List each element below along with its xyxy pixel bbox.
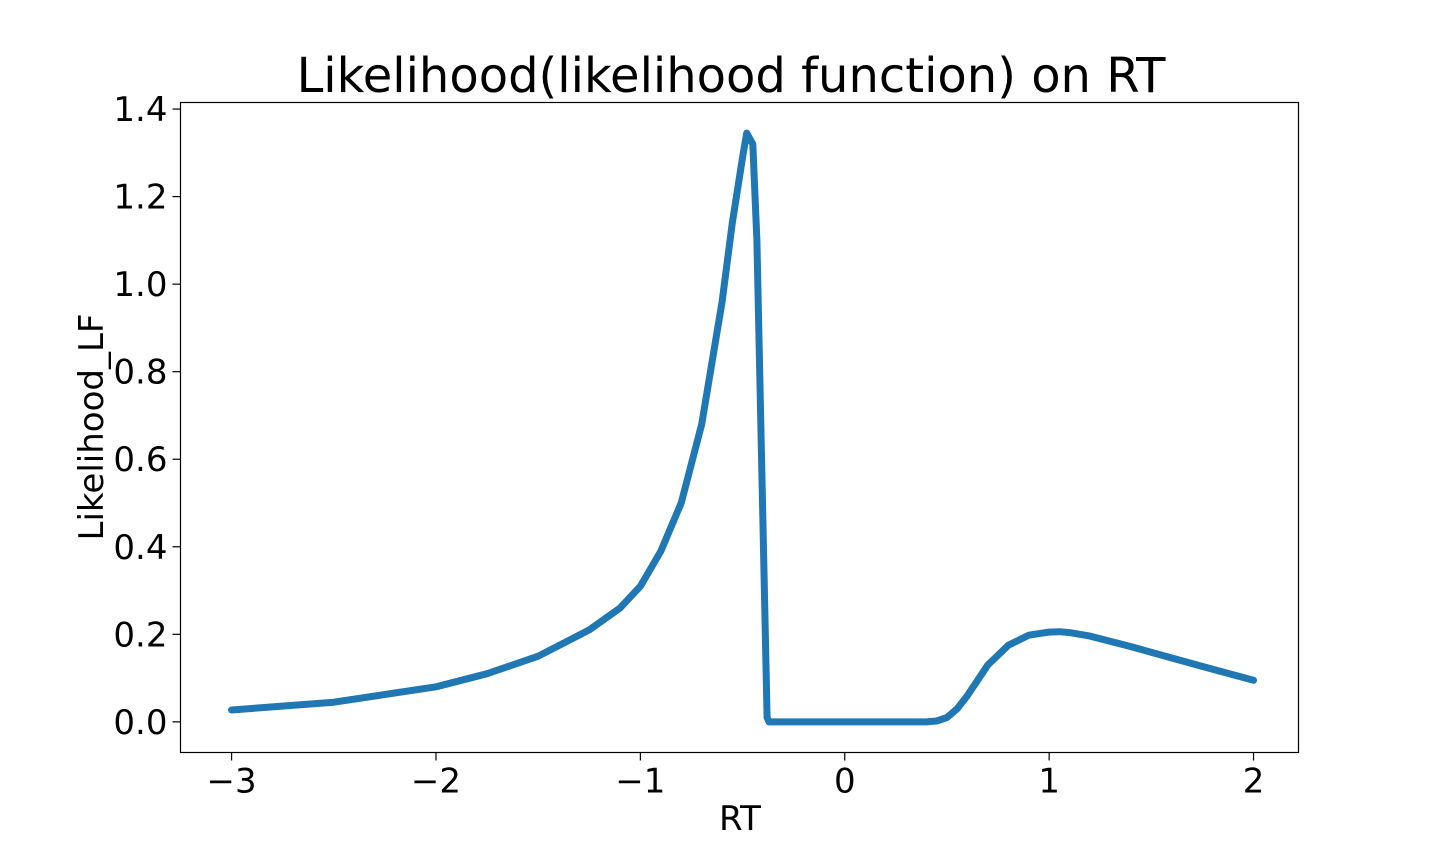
y-tick-label: 0.6 (113, 440, 167, 480)
likelihood-series-line (228, 129, 1257, 726)
x-tick-label: −3 (207, 762, 257, 802)
x-axis-label: RT (719, 799, 761, 839)
y-tick-label: 0.0 (113, 703, 167, 743)
x-tick-label: −1 (615, 762, 665, 802)
plot-frame (179, 101, 1300, 754)
y-tick-label: 0.2 (113, 615, 167, 655)
x-axis: −3 −2 −1 0 1 2 (207, 752, 1265, 802)
x-tick-label: 2 (1243, 762, 1265, 802)
y-tick-label: 1.0 (113, 265, 167, 305)
x-tick-label: −2 (411, 762, 461, 802)
chart-title: Likelihood(likelihood function) on RT (297, 48, 1167, 104)
y-tick-label: 0.8 (113, 353, 167, 393)
y-axis: 0.0 0.2 0.4 0.6 0.8 1.0 1.2 1.4 (113, 90, 181, 743)
y-tick-label: 1.2 (113, 178, 167, 218)
x-tick-label: 0 (834, 762, 856, 802)
x-tick-label: 1 (1038, 762, 1060, 802)
y-axis-label: Likelihood_LF (72, 314, 112, 541)
y-tick-label: 1.4 (113, 90, 167, 130)
y-tick-label: 0.4 (113, 528, 167, 568)
